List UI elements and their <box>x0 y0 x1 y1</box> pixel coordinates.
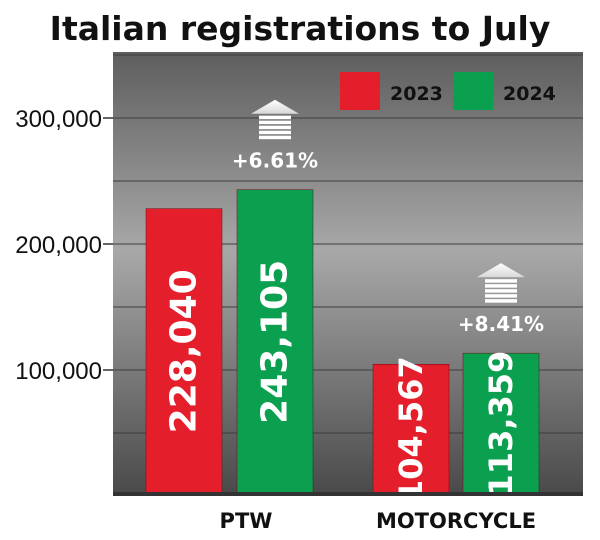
bar-2023-motorcycle <box>372 363 450 495</box>
category-label-ptw: PTW <box>220 509 273 533</box>
legend-label-2024: 2024 <box>503 83 556 105</box>
up-arrow-icon <box>251 99 299 140</box>
category-label-motorcycle: MOTORCYCLE <box>376 509 536 533</box>
chart-title: Italian registrations to July <box>50 9 551 48</box>
y-tick-label: 200,000 <box>15 232 102 259</box>
y-axis-ticks: 100,000 200,000 300,000 <box>15 106 113 385</box>
legend-swatch-2024 <box>453 72 493 110</box>
change-percent-label: +8.41% <box>458 312 544 336</box>
bar-2023-ptw <box>145 208 223 495</box>
y-tick-label: 100,000 <box>15 358 102 385</box>
growth-arrows: +6.61% +8.41% <box>232 99 544 336</box>
legend-swatch-2023 <box>340 72 380 110</box>
up-arrow-icon <box>477 263 525 303</box>
bars: 228,040 243,105 104,567 113,359 <box>145 189 540 502</box>
legend: 2023 2024 <box>340 72 556 110</box>
legend-label-2023: 2023 <box>390 83 443 105</box>
y-tick-label: 300,000 <box>15 106 102 133</box>
bar-value-label: 104,567 <box>392 356 430 502</box>
category-labels: PTW MOTORCYCLE <box>220 509 537 533</box>
bar-value-label: 113,359 <box>482 351 520 497</box>
change-percent-label: +6.61% <box>232 149 318 173</box>
bar-2024-motorcycle <box>462 352 540 495</box>
bar-value-label: 243,105 <box>255 260 296 424</box>
bar-value-label: 228,040 <box>164 269 205 433</box>
